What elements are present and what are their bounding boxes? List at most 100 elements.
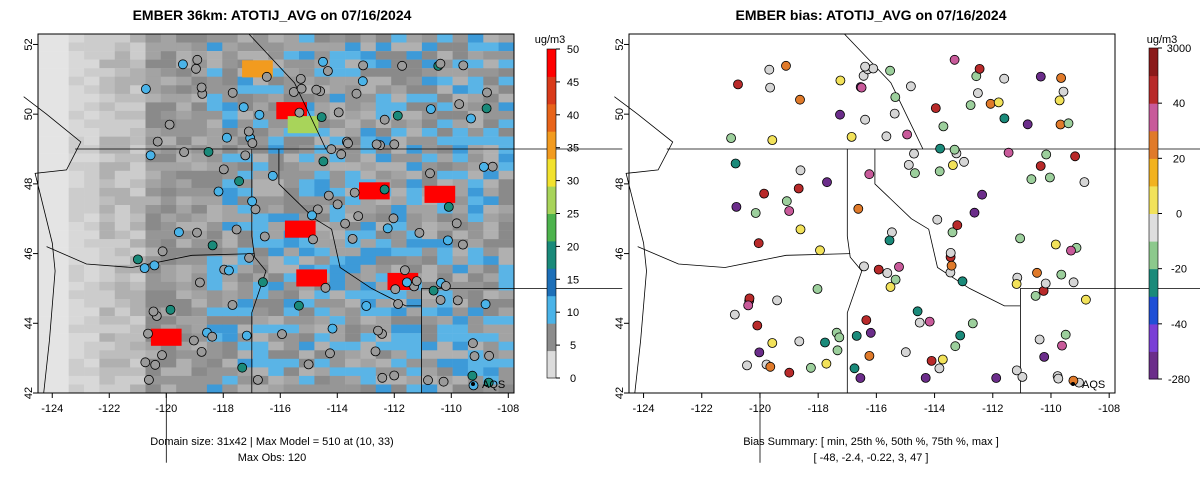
bias-site — [906, 81, 916, 92]
heatmap-cell — [299, 213, 315, 223]
heatmap-cell — [329, 341, 346, 351]
heatmap-cell — [38, 162, 54, 171]
heatmap-cell — [498, 230, 515, 240]
heatmap-cell — [299, 367, 315, 377]
heatmap-cell — [375, 59, 392, 69]
left-aqs-label: AQS — [482, 379, 505, 391]
monitor-site — [140, 84, 151, 94]
monitor-site — [157, 246, 168, 257]
heatmap-cell — [345, 110, 361, 120]
heatmap-cell — [314, 213, 331, 223]
heatmap-cell — [191, 162, 208, 171]
heatmap-cell — [421, 239, 438, 248]
heatmap-cell — [452, 307, 469, 317]
heatmap-cell — [160, 239, 177, 248]
heatmap-cell — [237, 205, 254, 214]
heatmap-cell — [421, 281, 438, 291]
heatmap-cell — [467, 316, 484, 325]
heatmap-cell — [345, 205, 361, 214]
bias-site — [822, 177, 832, 188]
heatmap-cell — [467, 264, 484, 274]
heatmap-cell — [406, 239, 423, 248]
heatmap-cell — [268, 110, 284, 120]
left-x-tick-label: -122 — [98, 403, 120, 415]
heatmap-cell — [498, 247, 515, 257]
heatmap-cell — [253, 247, 269, 257]
heatmap-cell — [38, 281, 54, 291]
heatmap-cell — [222, 324, 238, 334]
bias-site — [853, 203, 864, 214]
bias-site — [860, 114, 870, 125]
heatmap-cell — [268, 153, 284, 163]
heatmap-cell — [391, 307, 407, 317]
monitor-site — [240, 150, 251, 161]
heatmap-cell — [268, 213, 284, 223]
monitor-site — [452, 295, 463, 306]
heatmap-cell — [176, 85, 192, 95]
heatmap-cell — [268, 187, 284, 197]
monitor-site — [231, 224, 242, 235]
heatmap-cell — [84, 350, 100, 360]
heatmap-cell — [452, 162, 469, 171]
heatmap-cell — [437, 51, 453, 60]
heatmap-cell — [145, 119, 162, 129]
heatmap-cell — [206, 102, 223, 112]
heatmap-cell — [329, 273, 346, 283]
heatmap-cell — [53, 196, 70, 206]
heatmap-cell — [38, 205, 54, 214]
heatmap-cell — [268, 85, 284, 95]
heatmap-cell — [498, 222, 515, 231]
heatmap-cell — [360, 153, 377, 163]
heatmap-cell — [375, 316, 392, 325]
heatmap-cell — [176, 316, 192, 325]
heatmap-cell — [314, 384, 331, 394]
heatmap-cell — [206, 316, 223, 325]
right-x-tick-label: -118 — [808, 403, 829, 415]
heatmap-cell — [391, 128, 407, 137]
heatmap-cell — [268, 93, 284, 103]
heatmap-cell — [329, 162, 346, 171]
heatmap-cell — [191, 324, 208, 334]
heatmap-cell — [114, 42, 131, 52]
heatmap-cell — [84, 299, 100, 308]
heatmap-cell — [160, 153, 177, 163]
heatmap-cell — [68, 290, 85, 300]
heatmap-cell — [268, 59, 284, 69]
heatmap-cell — [84, 102, 100, 112]
heatmap-cell — [160, 367, 177, 377]
heatmap-cell — [314, 187, 331, 197]
heatmap-cell — [391, 170, 407, 180]
monitor-site — [243, 126, 254, 137]
monitor-site — [325, 348, 335, 359]
heatmap-cell — [467, 307, 484, 317]
monitor-site — [267, 170, 278, 181]
heatmap-cell — [237, 264, 254, 274]
heatmap-cell — [467, 85, 484, 95]
heatmap-cell — [222, 59, 238, 69]
heatmap-cell — [237, 273, 254, 283]
heatmap-cell — [483, 384, 499, 394]
heatmap-cell — [283, 341, 300, 351]
heatmap-cell — [53, 367, 70, 377]
monitor-site — [148, 306, 159, 317]
heatmap-cell — [498, 333, 515, 342]
heatmap-cell — [283, 153, 300, 163]
bias-site — [860, 61, 870, 72]
heatmap-cell — [130, 367, 146, 377]
heatmap-cell — [191, 196, 208, 206]
heatmap-cell — [38, 299, 54, 308]
heatmap-cell — [253, 324, 269, 334]
monitor-site — [411, 276, 422, 287]
heatmap-cell — [467, 145, 484, 154]
heatmap-cell — [160, 358, 177, 368]
heatmap-cell — [145, 42, 162, 52]
heatmap-cell — [99, 273, 116, 283]
bias-site — [1003, 147, 1014, 158]
monitor-site — [370, 346, 381, 357]
colorbar-tick-label: 30 — [567, 176, 579, 188]
heatmap-cell — [299, 333, 315, 342]
heatmap-cell — [329, 85, 346, 95]
heatmap-cell — [206, 85, 223, 95]
bias-site — [1054, 95, 1065, 106]
